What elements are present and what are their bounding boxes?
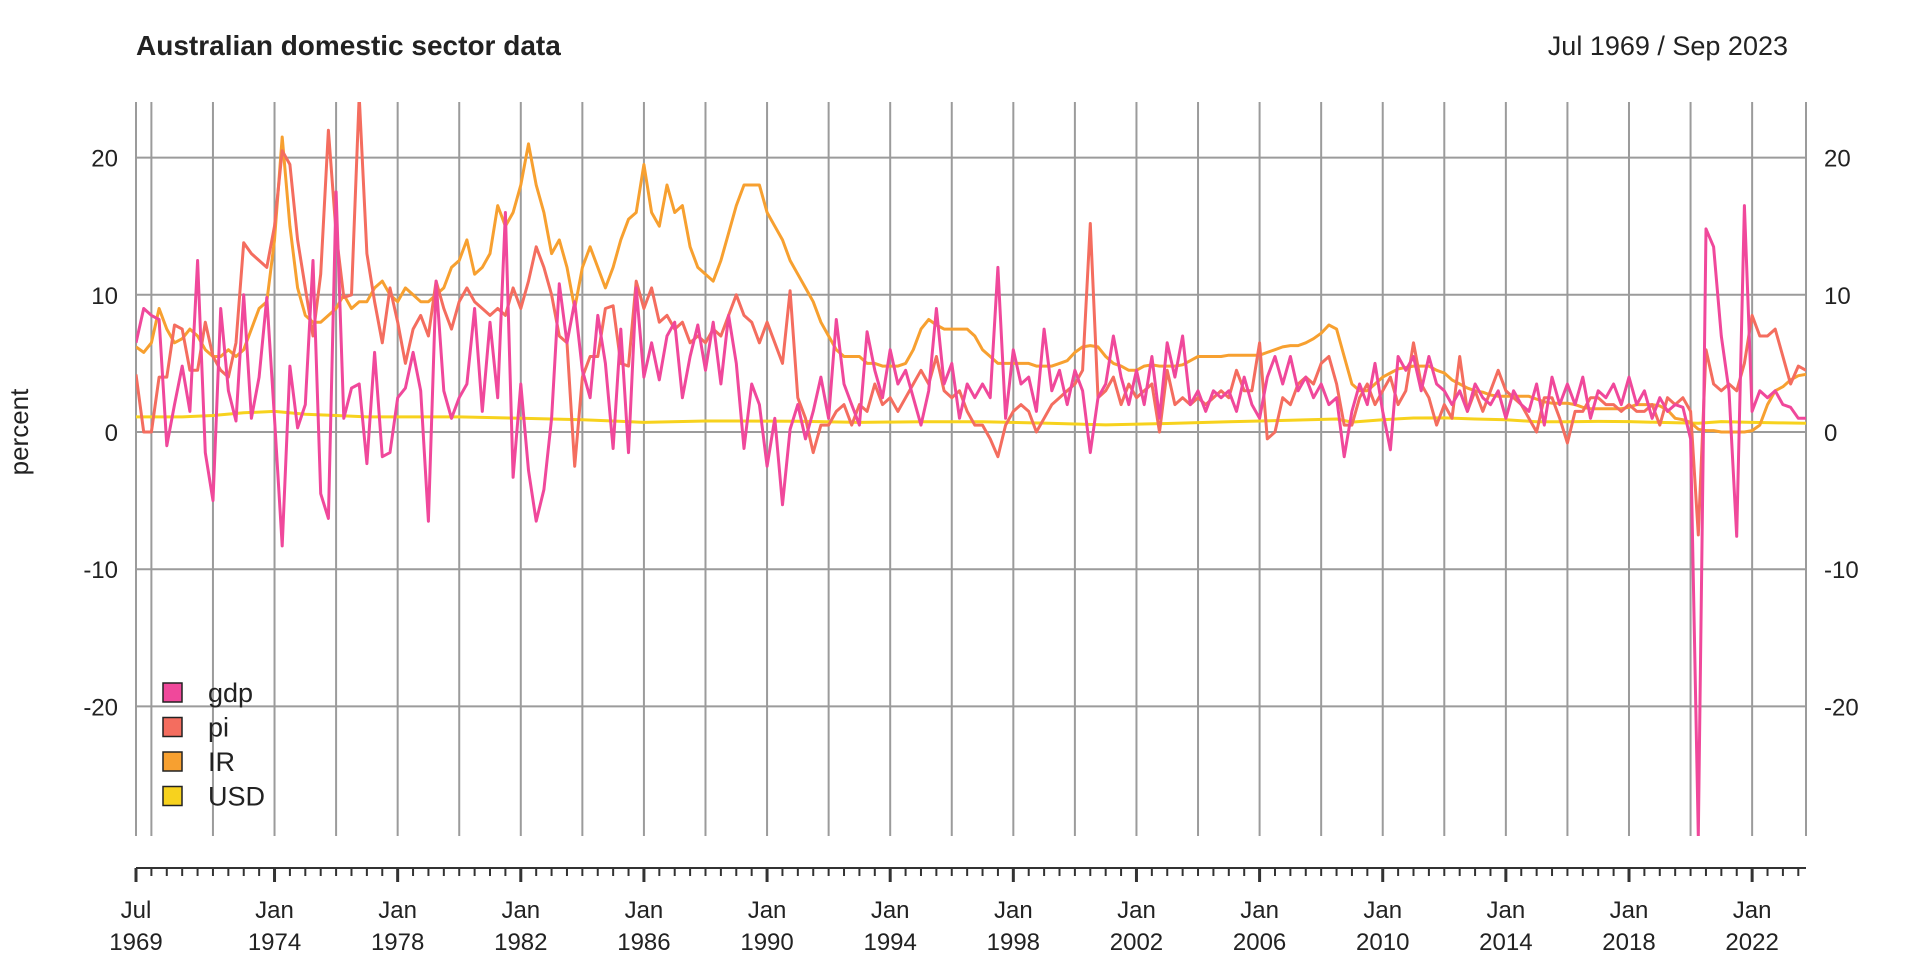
x-tick-label-year: 1994 [863, 929, 916, 956]
y-tick-label-left: 20 [91, 146, 118, 173]
x-tick-label-month: Jan [255, 897, 294, 924]
x-tick-label-month: Jan [1610, 897, 1649, 924]
x-tick-label-year: 1974 [248, 929, 301, 956]
x-tick-label-month: Jan [1240, 897, 1279, 924]
legend-label-pi: pi [208, 713, 229, 743]
series-line-ir [136, 135, 1806, 434]
x-tick-label-month: Jan [748, 897, 787, 924]
x-tick-label-year: 2022 [1725, 929, 1778, 956]
y-tick-label-left: 0 [105, 420, 118, 447]
x-tick-label-year: 2010 [1356, 929, 1409, 956]
legend-label-usd: USD [208, 782, 265, 812]
y-tick-labels: 20 20 10 10 0 0 -10 -10 -20 -20 [83, 146, 1858, 722]
x-tick-label-year: 2014 [1479, 929, 1532, 956]
chart-date-range: Jul 1969 / Sep 2023 [1548, 31, 1788, 61]
y-tick-label-left: 10 [91, 283, 118, 310]
y-tick-label-right: 0 [1824, 420, 1837, 447]
x-tick-label-year: 1969 [109, 929, 162, 956]
legend: gdp pi IR USD [162, 678, 265, 812]
x-tick-label-month: Jul [121, 897, 152, 924]
x-tick-label-year: 1978 [371, 929, 424, 956]
x-tick-label-month: Jan [378, 897, 417, 924]
y-tick-label-right: 10 [1824, 283, 1851, 310]
y-tick-label-right: 20 [1824, 146, 1851, 173]
legend-swatch-ir [162, 751, 183, 772]
y-tick-label-right: -20 [1824, 694, 1859, 721]
x-tick-label-year: 1986 [617, 929, 670, 956]
chart-title: Australian domestic sector data [136, 30, 561, 61]
x-tick-label-year: 1998 [987, 929, 1040, 956]
y-tick-label-left: -20 [83, 694, 118, 721]
x-tick-label-year: 2018 [1602, 929, 1655, 956]
gridlines [135, 102, 1807, 836]
series-lines [136, 102, 1806, 836]
y-tick-label-right: -10 [1824, 557, 1859, 584]
x-tick-label-year: 1990 [740, 929, 793, 956]
legend-swatch-usd [162, 785, 183, 807]
legend-swatch-pi [162, 716, 183, 738]
x-tick-label-month: Jan [994, 897, 1033, 924]
legend-swatch-gdp [162, 682, 183, 703]
x-tick-label-month: Jan [625, 897, 664, 924]
legend-label-gdp: gdp [208, 678, 253, 708]
y-tick-label-left: -10 [83, 557, 118, 584]
x-tick-label-month: Jan [871, 897, 910, 924]
x-tick-label-month: Jan [1117, 897, 1156, 924]
x-tick-label-year: 2006 [1233, 929, 1286, 956]
x-tick-label-month: Jan [1487, 897, 1526, 924]
x-tick-label-month: Jan [1733, 897, 1772, 924]
x-tick-label-year: 2002 [1110, 929, 1163, 956]
x-axis: Jul 1969 Jan 1974 Jan 1978 Jan 1982 Jan 1986 Jan 19… [109, 867, 1806, 956]
series-line-gdp [136, 190, 1806, 836]
y-axis-label: percent [4, 388, 34, 475]
x-tick-label-month: Jan [1363, 897, 1402, 924]
legend-label-ir: IR [208, 747, 235, 777]
x-tick-label-year: 1982 [494, 929, 547, 956]
series-line-pi [136, 102, 1806, 537]
x-tick-label-month: Jan [501, 897, 540, 924]
